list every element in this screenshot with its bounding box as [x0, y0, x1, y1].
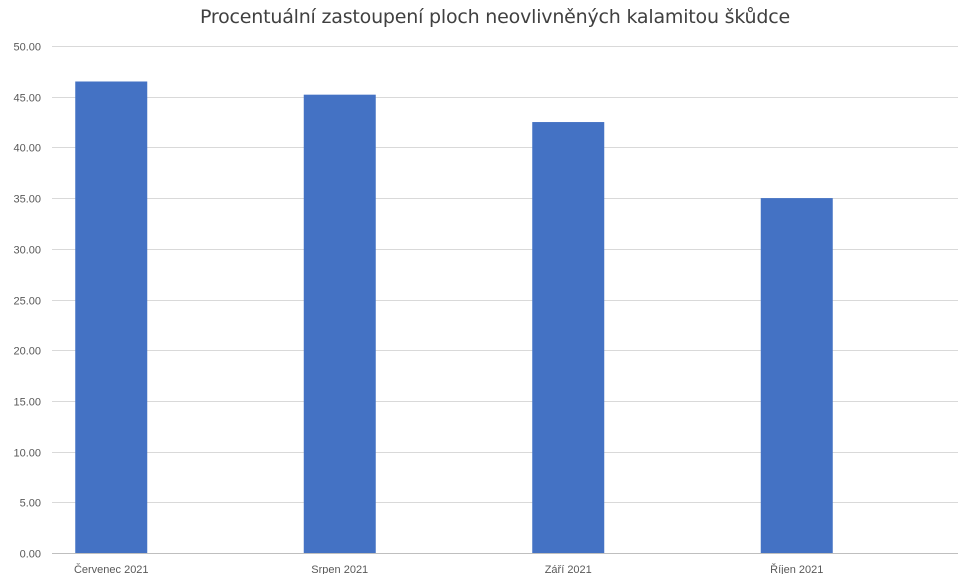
y-tick-label: 30.00 — [13, 245, 41, 257]
y-axis-ticks: 0.00 5.00 10.00 15.00 20.00 25.00 30.00 35.00 40… — [13, 42, 41, 561]
y-tick-label: 50.00 — [13, 42, 41, 54]
bar — [303, 94, 376, 553]
x-tick-label: Září 2021 — [545, 564, 592, 574]
x-tick-label: Říjen 2021 — [770, 563, 823, 574]
y-tick-label: 35.00 — [13, 194, 41, 206]
y-tick-label: 5.00 — [20, 498, 41, 510]
y-tick-label: 25.00 — [13, 296, 41, 308]
y-tick-label: 45.00 — [13, 93, 41, 105]
y-tick-label: 20.00 — [13, 346, 41, 358]
bar — [75, 81, 148, 554]
x-axis-ticks: Červenec 2021 Srpen 2021 Září 2021 Říjen 20… — [74, 563, 823, 574]
y-tick-label: 15.00 — [13, 397, 41, 409]
y-tick-label: 40.00 — [13, 143, 41, 155]
y-tick-label: 10.00 — [13, 448, 41, 460]
bar — [532, 122, 605, 554]
x-tick-label: Červenec 2021 — [74, 563, 149, 574]
y-tick-label: 0.00 — [20, 549, 41, 561]
bars — [75, 81, 833, 554]
x-tick-label: Srpen 2021 — [311, 564, 368, 574]
chart-title: Procentuální zastoupení ploch neovlivněn… — [199, 6, 790, 28]
bar — [760, 198, 833, 553]
